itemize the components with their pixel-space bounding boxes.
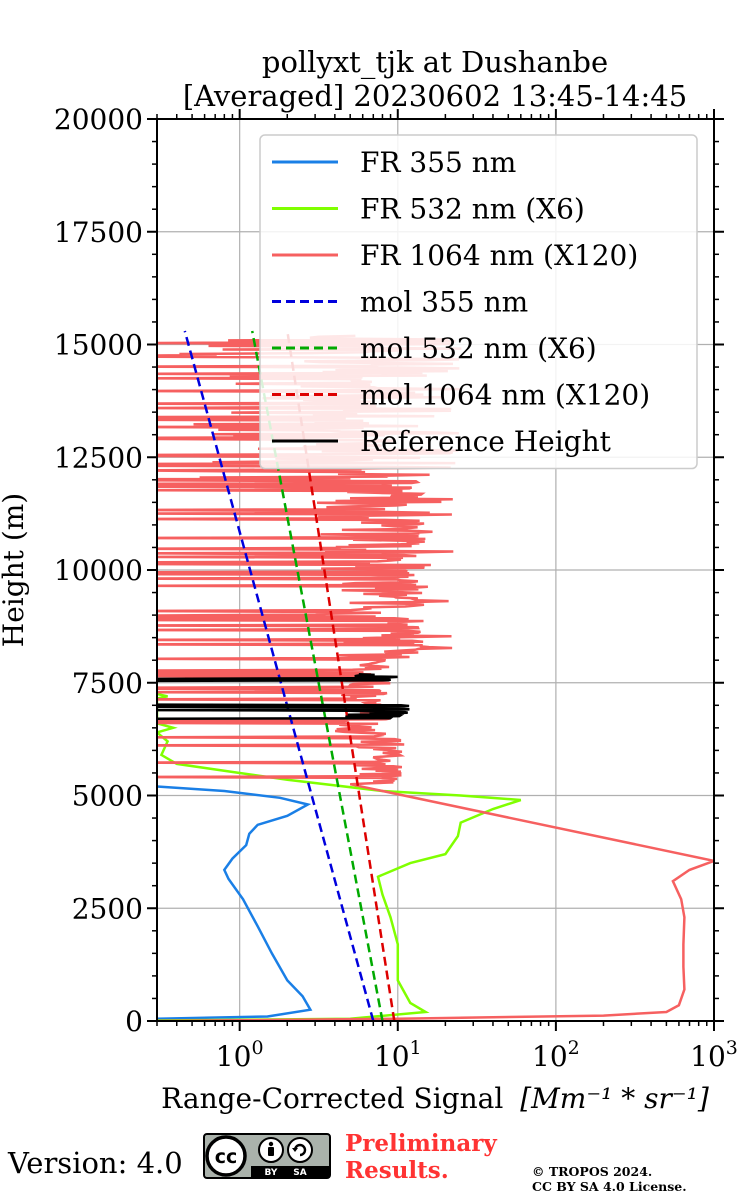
cc-icon — [205, 1135, 247, 1177]
legend-label: FR 355 nm — [360, 146, 516, 179]
by-text: BY — [265, 1168, 278, 1178]
copyright-notice: © TROPOS 2024. CC BY SA 4.0 License. — [532, 1164, 687, 1194]
legend-label: Reference Height — [360, 425, 612, 458]
x-tick-label: 102 — [532, 1037, 580, 1073]
legend-box — [259, 134, 698, 470]
series-line-4 — [250, 330, 384, 1021]
x-axis-label-units: [Mm⁻¹ * sr⁻¹] — [520, 1082, 709, 1115]
copyright-line-2: CC BY SA 4.0 License. — [532, 1179, 687, 1194]
axis-ticks: 0 2500 5000 7500 10000 12500 15000 17500 20000 10… — [54, 103, 738, 1073]
preliminary-notice: Preliminary Results. — [345, 1130, 497, 1184]
legend-label: FR 1064 nm (X120) — [360, 239, 638, 272]
version-label: Version: 4.0 — [8, 1146, 183, 1180]
legend-label: mol 355 nm — [360, 286, 528, 319]
y-tick-label: 10000 — [54, 554, 143, 587]
sa-icon — [287, 1137, 313, 1163]
y-tick-label: 20000 — [54, 103, 143, 136]
preliminary-line-1: Preliminary — [345, 1130, 497, 1157]
x-tick-label: 101 — [374, 1037, 422, 1073]
cc-text: cc — [215, 1146, 238, 1168]
preliminary-line-2: Results. — [345, 1157, 449, 1184]
series-line-1 — [157, 692, 522, 1021]
y-tick-label: 15000 — [54, 329, 143, 362]
series-line-0 — [157, 785, 313, 1020]
series-line-6 — [157, 672, 410, 720]
chart-subtitle: [Averaged] 20230602 13:45-14:45 — [183, 79, 687, 113]
plot-frame — [156, 118, 715, 1022]
y-tick-label: 7500 — [72, 667, 143, 700]
legend-label: FR 532 nm (X6) — [360, 193, 585, 226]
legend-label: mol 1064 nm (X120) — [360, 379, 650, 412]
x-tick-label: 100 — [216, 1037, 264, 1073]
y-tick-label: 17500 — [54, 216, 143, 249]
x-axis-label: Range-Corrected Signal [Mm⁻¹ * sr⁻¹] — [161, 1082, 709, 1115]
copyright-line-1: © TROPOS 2024. — [532, 1164, 653, 1179]
cc-by-sa-badge[interactable]: cc BY SA — [203, 1133, 331, 1179]
chart-title: pollyxt_tjk at Dushanbe — [262, 45, 608, 80]
y-tick-label: 2500 — [72, 892, 143, 925]
x-tick-label: 103 — [690, 1037, 738, 1073]
sa-text: SA — [293, 1168, 306, 1178]
series-line-3 — [183, 330, 375, 1021]
x-axis-label-text: Range-Corrected Signal — [161, 1082, 503, 1115]
legend-label: mol 532 nm (X6) — [360, 332, 597, 365]
y-axis-label: Height (m) — [0, 493, 30, 647]
legend: FR 355 nm FR 532 nm (X6) FR 1064 nm (X120)… — [259, 134, 698, 470]
y-tick-label: 12500 — [54, 441, 143, 474]
y-tick-label: 0 — [125, 1005, 143, 1038]
y-tick-label: 5000 — [72, 780, 143, 813]
